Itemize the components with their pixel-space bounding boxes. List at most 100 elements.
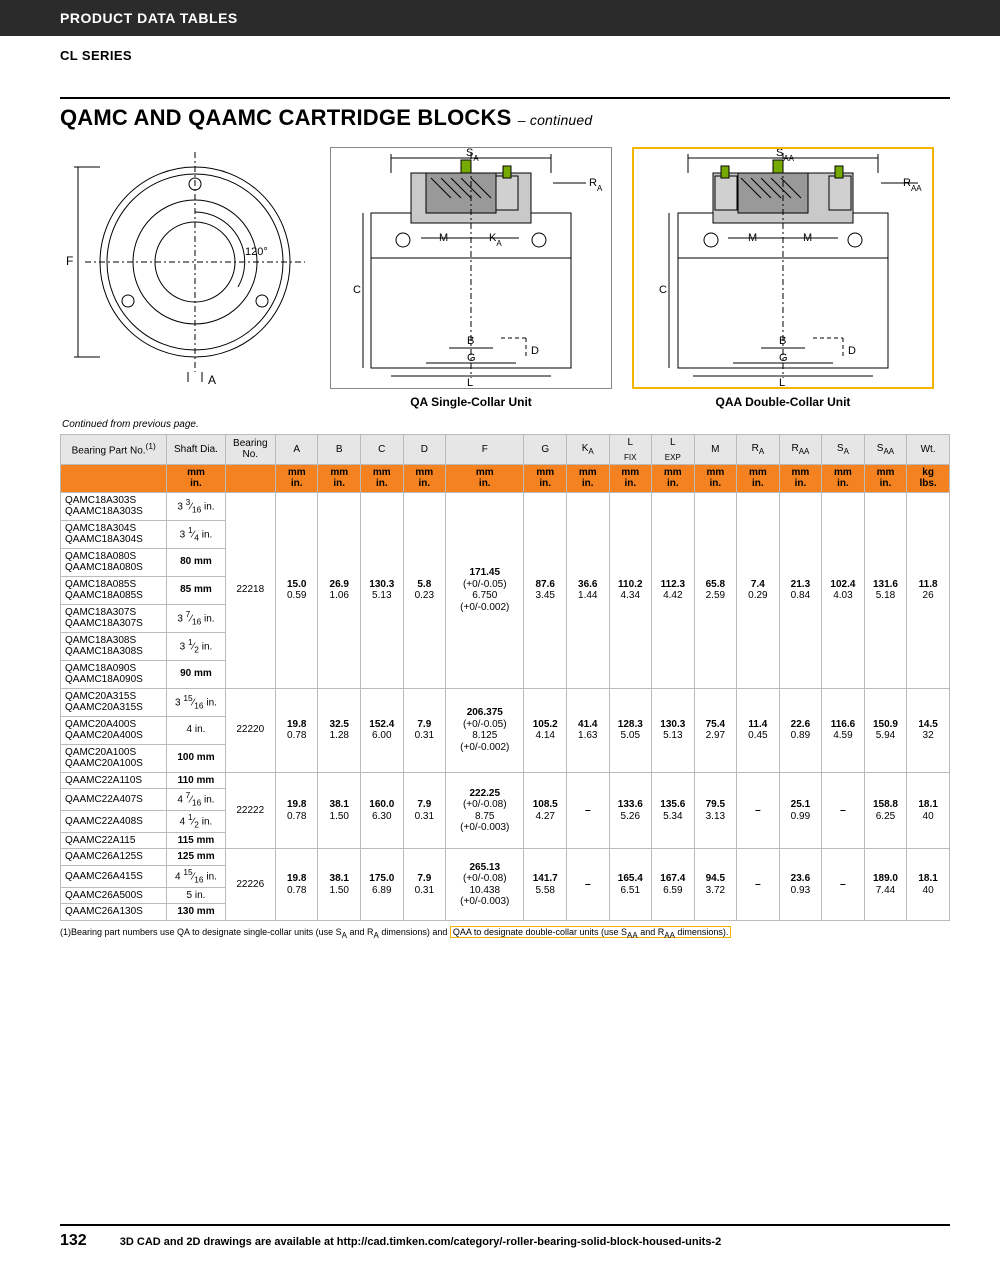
col-g: G (524, 435, 567, 465)
footnote: (1)Bearing part numbers use QA to design… (60, 927, 950, 941)
page-title: QAMC AND QAAMC CARTRIDGE BLOCKS – contin… (60, 97, 950, 131)
cell-shaft: 115 mm (167, 832, 225, 849)
cell-d: 5.80.23 (403, 492, 446, 688)
col-d: D (403, 435, 446, 465)
title-main: QAMC AND QAAMC CARTRIDGE BLOCKS (60, 105, 511, 130)
col-sa: SA (822, 435, 865, 465)
cell-part: QAMC18A307SQAAMC18A307S (61, 604, 167, 632)
continued-note: Continued from previous page. (62, 419, 950, 430)
cell-lfix: 110.24.34 (609, 492, 652, 688)
cell-bearing-no: 22222 (225, 772, 275, 849)
cell-part: QAMC18A080SQAAMC18A080S (61, 548, 167, 576)
cell-shaft: 3 1⁄4 in. (167, 520, 225, 548)
svg-text:RA: RA (589, 177, 603, 193)
cell-wt: 18.140 (907, 772, 950, 849)
col-b: B (318, 435, 361, 465)
cell-a: 19.80.78 (275, 772, 318, 849)
diagram-front: F A 120° (60, 147, 310, 387)
cell-bearing-no: 22220 (225, 688, 275, 772)
col-raa: RAA (779, 435, 822, 465)
cell-part: QAAMC22A110S (61, 772, 167, 789)
cell-raa: 22.60.89 (779, 688, 822, 772)
cell-m: 75.42.97 (694, 688, 737, 772)
col-brgno: Bearing No. (225, 435, 275, 465)
svg-text:G: G (779, 352, 788, 364)
cell-ka: – (566, 772, 609, 849)
cell-m: 65.82.59 (694, 492, 737, 688)
diagram-qa: SA RA M KA C B D G L QA Single-Collar Un… (330, 147, 612, 409)
cell-shaft: 130 mm (167, 904, 225, 921)
svg-text:M: M (748, 232, 757, 244)
cell-lfix: 128.35.05 (609, 688, 652, 772)
cell-m: 79.53.13 (694, 772, 737, 849)
cell-d: 7.90.31 (403, 688, 446, 772)
cell-c: 152.46.00 (361, 688, 404, 772)
cell-a: 19.80.78 (275, 688, 318, 772)
cell-a: 15.00.59 (275, 492, 318, 688)
cell-part: QAMC20A400SQAAMC20A400S (61, 716, 167, 744)
cell-bearing-no: 22226 (225, 849, 275, 920)
cell-part: QAMC18A085SQAAMC18A085S (61, 576, 167, 604)
cell-shaft: 3 1⁄2 in. (167, 632, 225, 660)
cell-shaft: 85 mm (167, 576, 225, 604)
cell-shaft: 3 7⁄16 in. (167, 604, 225, 632)
col-ka: KA (566, 435, 609, 465)
col-shaft: Shaft Dia. (167, 435, 225, 465)
cell-c: 130.35.13 (361, 492, 404, 688)
cell-ra: 11.40.45 (737, 688, 780, 772)
table-row: QAAMC26A125S125 mm2222619.80.7838.11.501… (61, 849, 950, 866)
cell-g: 87.63.45 (524, 492, 567, 688)
cell-part: QAAMC26A500S (61, 887, 167, 904)
cell-lexp: 112.34.42 (652, 492, 695, 688)
cell-part: QAMC18A303SQAAMC18A303S (61, 492, 167, 520)
col-part: Bearing Part No.(1) (61, 435, 167, 465)
cell-ka: – (566, 849, 609, 920)
cell-part: QAMC20A315SQAAMC20A315S (61, 688, 167, 716)
cell-ra: – (737, 772, 780, 849)
cell-raa: 23.60.93 (779, 849, 822, 920)
svg-text:B: B (467, 335, 474, 347)
cell-b: 32.51.28 (318, 688, 361, 772)
page-number: 132 (60, 1232, 87, 1249)
cell-f: 206.375(+0/-0.05)8.125(+0/-0.002) (446, 688, 524, 772)
cell-lfix: 133.65.26 (609, 772, 652, 849)
cell-sa: 116.64.59 (822, 688, 865, 772)
col-lfix: LFIX (609, 435, 652, 465)
cell-bearing-no: 22218 (225, 492, 275, 688)
cell-wt: 18.140 (907, 849, 950, 920)
svg-text:L: L (467, 377, 473, 388)
table-row: QAAMC22A110S110 mm2222219.80.7838.11.501… (61, 772, 950, 789)
col-wt: Wt. (907, 435, 950, 465)
cell-saa: 189.07.44 (864, 849, 907, 920)
cell-part: QAAMC26A415S (61, 865, 167, 887)
cell-lexp: 135.65.34 (652, 772, 695, 849)
cell-shaft: 3 15⁄16 in. (167, 688, 225, 716)
label-f: F (66, 254, 73, 268)
col-f: F (446, 435, 524, 465)
svg-text:RAA: RAA (903, 177, 922, 193)
cell-saa: 158.86.25 (864, 772, 907, 849)
svg-text:G: G (467, 352, 476, 364)
cell-a: 19.80.78 (275, 849, 318, 920)
footer-text: 3D CAD and 2D drawings are available at … (120, 1236, 721, 1248)
svg-text:D: D (848, 345, 856, 357)
svg-text:L: L (779, 377, 785, 388)
cell-shaft: 100 mm (167, 744, 225, 772)
cell-f: 265.13(+0/-0.08)10.438(+0/-0.003) (446, 849, 524, 920)
col-lexp: LEXP (652, 435, 695, 465)
cell-raa: 21.30.84 (779, 492, 822, 688)
cell-ka: 41.41.63 (566, 688, 609, 772)
diagram-row: F A 120° (60, 147, 950, 409)
svg-text:M: M (439, 232, 448, 244)
cell-lexp: 167.46.59 (652, 849, 695, 920)
cell-c: 175.06.89 (361, 849, 404, 920)
cell-part: QAMC18A308SQAAMC18A308S (61, 632, 167, 660)
svg-text:C: C (353, 284, 361, 296)
cell-f: 222.25(+0/-0.08)8.75(+0/-0.003) (446, 772, 524, 849)
col-m: M (694, 435, 737, 465)
qa-caption: QA Single-Collar Unit (330, 395, 612, 409)
table-row: QAMC18A303SQAAMC18A303S3 3⁄16 in.2221815… (61, 492, 950, 520)
cell-part: QAMC18A090SQAAMC18A090S (61, 660, 167, 688)
cell-f: 171.45(+0/-0.05)6.750(+0/-0.002) (446, 492, 524, 688)
cell-part: QAAMC22A408S (61, 811, 167, 833)
